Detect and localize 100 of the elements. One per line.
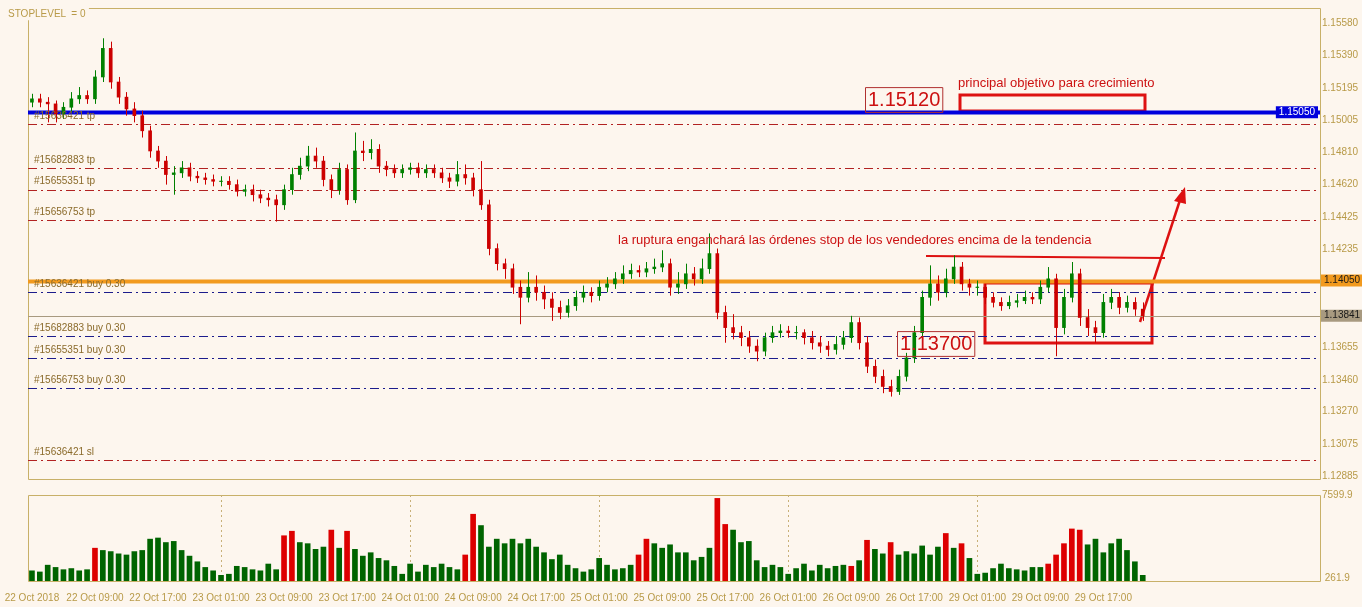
y-tick-label: 1.14425: [1322, 211, 1359, 223]
bar: [493, 538, 500, 581]
ref-line-label: #15682883 tp: [34, 153, 96, 165]
bar: [998, 563, 1004, 581]
bar: [801, 563, 807, 581]
x-tick-label: 24 Oct 17:00: [507, 591, 566, 603]
y-tick-label: 1.13655: [1322, 340, 1359, 352]
bar: [44, 564, 51, 581]
bar: [809, 570, 815, 581]
bar: [935, 546, 941, 581]
bar: [383, 560, 390, 581]
bar: [533, 546, 539, 581]
y-tick-label: 1.14810: [1322, 146, 1359, 158]
y-tick-label: 1.14235: [1322, 243, 1359, 255]
bar: [399, 573, 406, 581]
y-tick-label: 1.13460: [1322, 373, 1359, 385]
bar: [1053, 554, 1059, 581]
bar: [454, 569, 461, 581]
bar: [1013, 569, 1020, 581]
bar: [265, 563, 272, 581]
bar: [864, 539, 870, 581]
bar: [927, 554, 933, 581]
bar: [848, 565, 855, 581]
bar: [296, 542, 303, 581]
bar: [950, 547, 957, 581]
bar: [423, 564, 429, 581]
bar: [202, 567, 209, 581]
ref-line-label: 1.14050: [1324, 274, 1361, 286]
bar: [36, 571, 43, 581]
bar: [430, 567, 437, 581]
ref-line-label: #15636421 sl: [34, 446, 95, 458]
bar: [233, 565, 240, 581]
bar: [588, 569, 595, 581]
x-tick-label: 22 Oct 09:00: [66, 591, 125, 603]
bar: [872, 548, 878, 581]
bar: [194, 561, 201, 581]
bar: [100, 550, 106, 581]
ref-line-label: #15682883 buy 0.30: [34, 321, 126, 333]
x-tick-label: 24 Oct 01:00: [381, 591, 440, 603]
bar: [982, 572, 989, 581]
bar: [1037, 567, 1044, 581]
candlestick: [975, 280, 980, 297]
bar: [29, 570, 35, 581]
bar: [1021, 570, 1028, 581]
bar: [1076, 529, 1083, 581]
bar: [486, 546, 492, 581]
bar: [667, 544, 673, 581]
x-tick-label: 23 Oct 09:00: [255, 591, 314, 603]
bar: [738, 542, 744, 581]
x-tick-label: 24 Oct 09:00: [444, 591, 503, 603]
bar: [714, 498, 721, 581]
bar: [682, 552, 689, 581]
bar: [170, 541, 177, 581]
y-tick-label: 1.12885: [1322, 470, 1359, 482]
bar: [1045, 563, 1052, 581]
bar: [281, 535, 287, 581]
bar: [856, 560, 862, 581]
bar: [746, 541, 752, 581]
x-tick-label: 26 Oct 17:00: [885, 591, 944, 603]
x-tick-label: 23 Oct 17:00: [318, 591, 377, 603]
bar: [974, 573, 981, 581]
bar: [1116, 538, 1122, 581]
bar: [147, 538, 153, 581]
bar: [816, 564, 823, 581]
bar: [879, 553, 886, 581]
annotation: 1.15120: [868, 87, 941, 110]
x-tick-label: 29 Oct 01:00: [948, 591, 1007, 603]
bar: [210, 570, 216, 581]
x-tick-label: 26 Oct 01:00: [759, 591, 818, 603]
bar: [462, 554, 469, 581]
candlestick: [408, 162, 412, 176]
bar: [155, 537, 161, 581]
bar: [753, 560, 760, 581]
ref-line-label: 1.15050: [1278, 106, 1316, 118]
bar: [549, 559, 555, 581]
bar: [1108, 543, 1115, 581]
bar: [289, 530, 295, 581]
bar: [785, 573, 792, 581]
bar: [84, 569, 90, 581]
bar: [651, 543, 658, 581]
ref-line-label: 1.13841: [1324, 309, 1361, 321]
bar: [690, 560, 697, 581]
bar: [139, 550, 146, 581]
y-tick-label: 7599.9: [1322, 488, 1354, 500]
bar: [328, 529, 335, 581]
bar: [572, 568, 579, 581]
bar: [525, 538, 532, 581]
candlestick: [1046, 266, 1051, 293]
y-tick-label: 1.15195: [1322, 81, 1359, 93]
bar: [556, 554, 563, 581]
bar: [218, 575, 224, 581]
x-tick-label: 25 Oct 09:00: [633, 591, 692, 603]
y-tick-label: 1.15580: [1322, 16, 1359, 28]
bar: [659, 547, 666, 581]
bar: [596, 558, 602, 581]
x-tick-label: 22 Oct 17:00: [129, 591, 188, 603]
bar: [911, 553, 918, 581]
bar: [919, 545, 925, 581]
bar: [990, 568, 996, 581]
ref-line-label: #15656753 buy 0.30: [34, 373, 126, 385]
